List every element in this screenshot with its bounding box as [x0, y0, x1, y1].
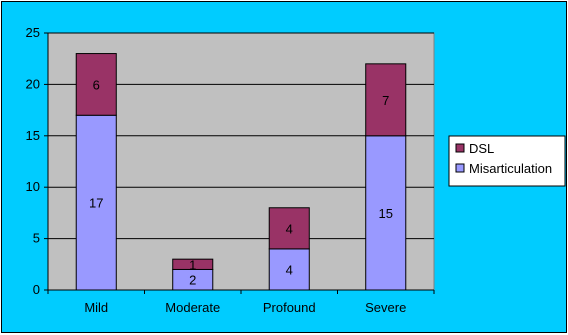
bar-segment-dsl	[365, 63, 407, 137]
bar-segment-misarticulation	[365, 135, 407, 291]
x-tick-label: Profound	[263, 300, 316, 315]
data-label: 6	[93, 77, 100, 92]
y-tick-label: 10	[26, 179, 40, 194]
x-tick-label: Severe	[365, 300, 406, 315]
legend-swatch	[455, 143, 465, 153]
legend-swatch	[455, 163, 465, 173]
legend-label: DSL	[469, 141, 494, 156]
legend: DSL Misarticulation	[448, 135, 566, 187]
y-tick-label: 15	[26, 128, 40, 143]
bar-segment-dsl	[268, 207, 310, 250]
y-tick-label: 20	[26, 76, 40, 91]
x-tick-label: Moderate	[165, 300, 220, 315]
data-label: 4	[286, 221, 293, 236]
bar-segment-misarticulation	[268, 248, 310, 291]
data-label: 17	[89, 196, 103, 211]
x-tick-label: Mild	[84, 300, 108, 315]
bars: 17 6 21 4 4 15 7	[75, 53, 407, 291]
legend-box	[448, 135, 566, 187]
y-tick-label: 25	[26, 25, 40, 40]
bar-segment-dsl	[75, 53, 117, 116]
bar-segment-dsl	[172, 258, 214, 270]
data-label: 2	[189, 273, 196, 288]
data-label: 7	[382, 93, 389, 108]
data-label: 15	[379, 206, 393, 221]
y-tick-label: 0	[33, 282, 40, 297]
y-tick-label: 5	[33, 231, 40, 246]
y-axis: 0 5 10 15 20 25	[26, 25, 49, 297]
x-axis: Mild Moderate Profound Severe	[47, 289, 435, 315]
data-label: 4	[286, 262, 293, 277]
legend-label: Misarticulation	[469, 161, 552, 176]
data-label: 1	[189, 257, 196, 272]
